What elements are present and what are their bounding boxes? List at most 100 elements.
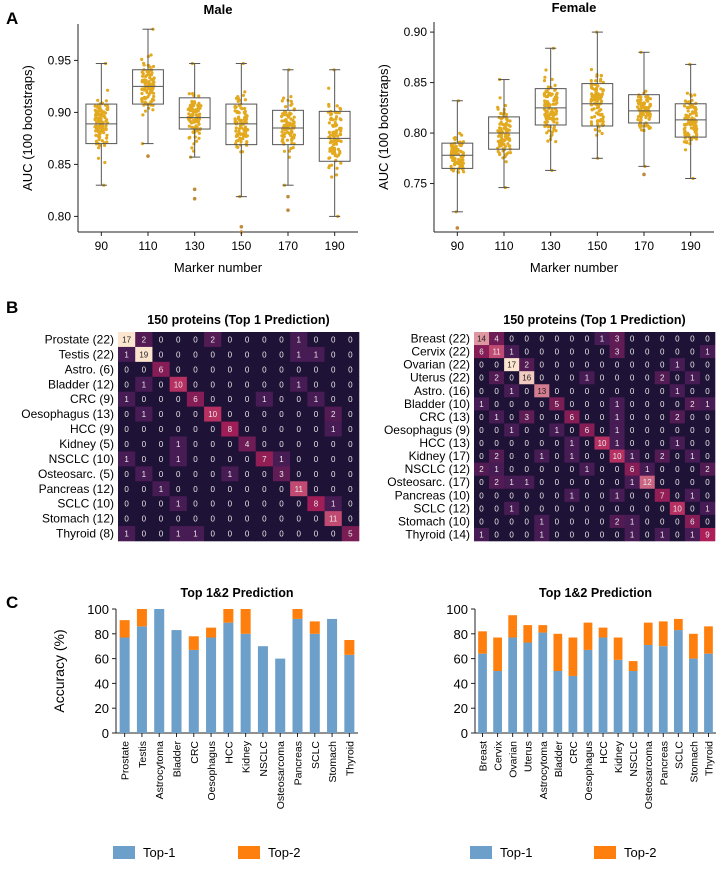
bootstrap-dot [145, 88, 149, 92]
heatmap-cell [255, 406, 274, 422]
cell-value: 0 [540, 361, 545, 370]
chart-title: Male [204, 2, 233, 17]
bootstrap-dot [289, 95, 293, 99]
cell-value: 4 [494, 335, 499, 344]
heatmap-cell [135, 421, 153, 437]
heatmap-cell [699, 527, 716, 542]
bootstrap-dot [237, 111, 241, 115]
row-label: Bladder (12) [48, 377, 114, 391]
iqr-box [272, 109, 304, 146]
cell-value: 0 [660, 426, 665, 435]
heatmap-cell [118, 466, 136, 482]
heatmap-cell [204, 511, 222, 527]
heatmap-cell [186, 376, 205, 393]
bootstrap-dot [99, 130, 104, 134]
bootstrap-dot [335, 166, 339, 170]
bootstrap-dot [97, 116, 102, 120]
bootstrap-dot [140, 99, 144, 103]
cell-value: 0 [570, 517, 575, 526]
bootstrap-dot [500, 137, 504, 141]
bootstrap-dot [105, 103, 109, 107]
cell-value: 0 [690, 413, 695, 422]
heatmap-cell [579, 423, 595, 437]
heatmap-cell [579, 514, 595, 529]
cell-value: 0 [228, 335, 233, 344]
chart-title: Top 1&2 Prediction [539, 586, 652, 600]
heatmap-cell [594, 527, 610, 542]
cell-value: 0 [331, 395, 336, 404]
bootstrap-dot [193, 108, 198, 113]
heatmap-cell [669, 488, 686, 503]
cell-value: 0 [142, 395, 147, 404]
cell-value: 6 [159, 365, 164, 374]
heatmap-cell [152, 481, 170, 497]
cell-value: 0 [660, 439, 665, 448]
cell-value: 0 [142, 530, 147, 539]
bootstrap-dot [695, 132, 699, 136]
bar-top1 [493, 671, 502, 733]
heatmap-cell [238, 346, 257, 363]
legend-label-top2: Top-2 [624, 845, 657, 860]
bootstrap-dot [327, 130, 331, 134]
heatmap-cell [474, 462, 490, 476]
bootstrap-dot [289, 146, 293, 151]
cell-value: 0 [479, 504, 484, 513]
bootstrap-dot [688, 112, 692, 116]
heatmap-cell [169, 391, 188, 407]
heatmap-cell [272, 466, 291, 482]
cell-value: 0 [262, 365, 267, 374]
outlier-dot [286, 194, 290, 199]
bootstrap-dot [283, 110, 287, 114]
bootstrap-dot [636, 101, 641, 105]
heatmap-cell [169, 451, 188, 467]
bootstrap-dot [197, 103, 201, 107]
cell-value: 1 [176, 530, 181, 539]
bootstrap-dot [143, 97, 147, 101]
heatmap-cell [579, 397, 595, 411]
cell-value: 0 [262, 335, 267, 344]
heatmap-cell [579, 410, 595, 424]
bootstrap-dot [236, 95, 240, 99]
cell-value: 0 [479, 387, 484, 396]
heatmap-cell [135, 391, 153, 407]
heatmap-cell [341, 332, 360, 348]
heatmap-cell [255, 451, 274, 467]
cell-value: 0 [297, 455, 302, 464]
heatmap-cell [204, 526, 222, 542]
bootstrap-dot [195, 139, 199, 143]
cell-value: 0 [570, 348, 575, 357]
cell-value: 1 [585, 465, 590, 474]
cell-value: 2 [675, 413, 680, 422]
heatmap-cell [341, 496, 360, 512]
bar-top2 [598, 627, 608, 638]
cell-value: 0 [600, 361, 605, 370]
legend-right: Top-1 Top-2 [470, 845, 657, 860]
heatmap-cell [152, 332, 170, 348]
cell-value: 0 [645, 530, 650, 539]
cell-value: 0 [176, 515, 181, 524]
heatmap-cell [238, 406, 257, 422]
heatmap-cell [699, 345, 716, 359]
bootstrap-dot [594, 79, 598, 83]
bootstrap-dot [640, 106, 644, 110]
bootstrap-dot [240, 107, 244, 111]
cell-value: 0 [124, 380, 129, 389]
heatmap-cell [534, 488, 550, 503]
heatmap-cell [489, 358, 505, 372]
bootstrap-dot [235, 145, 239, 149]
bar-top1 [275, 658, 286, 733]
cell-value: 0 [690, 387, 695, 396]
cell-value: 0 [509, 400, 514, 409]
heatmap-cell [186, 332, 205, 348]
bootstrap-dot [96, 156, 101, 160]
bootstrap-dot [187, 112, 191, 116]
bootstrap-dot [550, 133, 554, 137]
bootstrap-dot [338, 127, 342, 131]
cell-value: 1 [615, 439, 620, 448]
cell-value: 0 [570, 504, 575, 513]
heatmap-cell [324, 481, 343, 497]
cell-value: 0 [524, 439, 529, 448]
heatmap-cell [504, 371, 520, 385]
bar-top2 [583, 622, 593, 650]
cell-value: 1 [228, 470, 233, 479]
